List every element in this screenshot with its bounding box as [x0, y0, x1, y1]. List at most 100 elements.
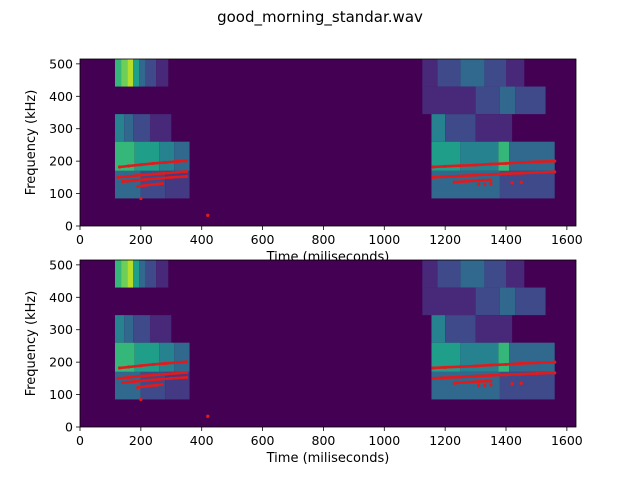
spectrogram-cell	[124, 315, 134, 343]
y-tick-label: 100	[49, 186, 73, 201]
x-tick-label: 800	[312, 433, 336, 448]
x-tick-label: 1600	[551, 433, 583, 448]
pitch-point	[476, 182, 481, 187]
spectrogram-cell	[174, 141, 190, 171]
axes-frame	[79, 58, 577, 227]
pitch-track	[136, 182, 164, 188]
y-tick-label: 400	[49, 89, 73, 104]
subplots: 0 200 400 600 800 1000 1200 1400 160001002003004…	[24, 56, 583, 466]
x-tick-label: 1200	[429, 232, 461, 247]
x-tick-label: 0	[76, 433, 84, 448]
spectrogram-cell	[445, 315, 476, 343]
spectrogram-cell	[431, 114, 446, 142]
spectrogram-cell	[121, 59, 128, 87]
pitch-point	[483, 182, 487, 187]
plot-content	[114, 59, 557, 217]
pitch-track	[116, 371, 188, 380]
spectrogram-cell	[114, 141, 135, 171]
spectrogram-cell	[149, 315, 172, 343]
figure-title: good_morning_standar.wav	[217, 8, 423, 27]
x-axis-label: Time (miliseconds)	[266, 451, 390, 466]
spectrogram-cell	[133, 315, 150, 343]
spectrogram-cell	[515, 287, 546, 316]
pitch-point	[139, 196, 143, 201]
y-tick-label: 400	[49, 290, 73, 305]
spectrogram-cell	[422, 59, 438, 87]
pitch-point	[519, 180, 523, 184]
spectrogram-cell	[475, 287, 500, 316]
spectrogram-cell	[114, 114, 125, 142]
x-tick-label: 600	[251, 433, 275, 448]
pitch-track	[121, 376, 188, 384]
spectrogram-cell	[475, 315, 513, 343]
spectrogram-cell	[127, 260, 134, 288]
spectrogram-cell	[484, 260, 507, 288]
y-axis-label: Frequency (kHz)	[24, 291, 39, 397]
pitch-track	[452, 178, 493, 184]
spectrogram-cell	[515, 86, 546, 115]
x-tick-label: 0	[76, 232, 84, 247]
spectrogram-panel-2: 0 200 400 600 800 1000 1200 1400 1600 0 100 200 300 4…	[24, 257, 583, 466]
spectrogram-cell	[499, 287, 516, 316]
spectrogram-cell	[498, 342, 510, 372]
spectrogram-cell	[139, 59, 146, 87]
pitch-track	[116, 170, 188, 179]
pitch-point	[476, 383, 481, 388]
x-tick-label: 800	[312, 232, 336, 247]
y-tick-label: 500	[49, 257, 73, 272]
y-tick-label: 100	[49, 387, 73, 402]
y-tick-label: 200	[49, 355, 73, 370]
spectrogram-cell	[145, 260, 157, 288]
spectrogram-cell	[445, 114, 476, 142]
x-tick-label: 1200	[429, 433, 461, 448]
pitch-track	[431, 371, 556, 380]
pitch-point	[483, 383, 487, 388]
spectrogram-cell	[127, 59, 134, 87]
spectrogram-cell	[499, 86, 516, 115]
x-tick-label: 200	[129, 433, 153, 448]
x-tick-label: 1600	[551, 232, 583, 247]
spectrogram-cell	[437, 260, 461, 288]
spectrogram-cell	[134, 342, 160, 372]
spectrogram-cell	[133, 114, 150, 142]
spectrogram-cell	[499, 170, 555, 199]
x-tick-label: 1400	[490, 232, 522, 247]
pitch-track	[431, 360, 556, 370]
pitch-track	[118, 159, 188, 169]
axes-frame	[79, 259, 577, 428]
pitch-track	[431, 159, 556, 169]
x-tick-label: 600	[251, 232, 275, 247]
spectrogram-cell	[124, 114, 134, 142]
pitch-point	[489, 383, 493, 387]
y-tick-label: 300	[49, 121, 73, 136]
spectrogram-cell	[121, 260, 128, 288]
pitch-point	[510, 181, 514, 185]
spectrogram-cell	[499, 371, 555, 400]
spectrogram-cell	[509, 141, 555, 171]
spectrogram-cell	[114, 342, 135, 372]
spectrogram-cell	[422, 86, 476, 115]
spectrogram-cell	[156, 59, 169, 87]
y-tick-label: 0	[65, 219, 73, 234]
x-tick-label: 1000	[368, 232, 400, 247]
spectrogram-cell	[114, 59, 122, 87]
spectrogram-cell	[139, 260, 146, 288]
spectrogram-cell	[431, 315, 446, 343]
spectrogram-cell	[159, 141, 175, 171]
spectrogram-cell	[159, 342, 175, 372]
pitch-point	[206, 414, 210, 418]
x-tick-label: 1400	[490, 433, 522, 448]
spectrogram-cell	[174, 342, 190, 372]
y-tick-label: 500	[49, 56, 73, 71]
spectrogram-cell	[509, 342, 555, 372]
pitch-track	[136, 383, 164, 389]
pitch-track	[118, 360, 188, 370]
spectrogram-cell	[437, 59, 461, 87]
pitch-point	[510, 382, 514, 386]
spectrogram-cell	[114, 315, 125, 343]
x-tick-label: 400	[190, 433, 214, 448]
pitch-point	[489, 182, 493, 186]
pitch-track	[431, 170, 556, 179]
spectrogram-cell	[422, 260, 438, 288]
